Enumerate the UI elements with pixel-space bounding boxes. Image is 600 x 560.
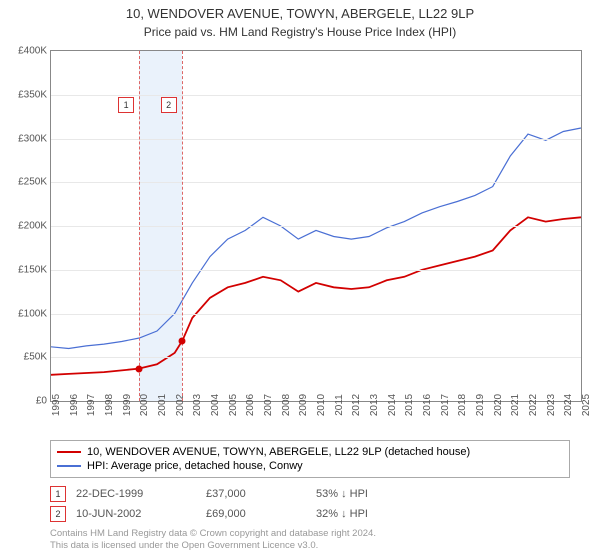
x-axis-label: 1999 [122,394,133,416]
x-axis-label: 2017 [440,394,451,416]
legend-label-hpi: HPI: Average price, detached house, Conw… [87,460,303,472]
gridline [51,182,581,183]
x-axis-label: 2006 [245,394,256,416]
sale-dot [179,337,186,344]
sales-table: 1 22-DEC-1999 £37,000 53% ↓ HPI 2 10-JUN… [50,484,570,524]
x-axis-label: 2016 [422,394,433,416]
sale-marker-on-chart: 2 [161,97,177,113]
x-axis-label: 2003 [192,394,203,416]
chart-subtitle: Price paid vs. HM Land Registry's House … [0,23,600,39]
x-axis-label: 1996 [69,394,80,416]
sale-vline [139,51,140,401]
x-axis-label: 1998 [104,394,115,416]
y-axis-label: £200K [18,221,47,232]
x-axis-label: 2010 [316,394,327,416]
x-axis-label: 2019 [475,394,486,416]
x-axis-label: 2007 [263,394,274,416]
sale-price: £69,000 [206,508,306,520]
x-axis-label: 2001 [157,394,168,416]
x-axis-label: 2021 [510,394,521,416]
sale-vline [182,51,183,401]
chart-title: 10, WENDOVER AVENUE, TOWYN, ABERGELE, LL… [0,0,600,23]
x-axis-label: 2009 [298,394,309,416]
x-axis-label: 2018 [457,394,468,416]
sales-row: 2 10-JUN-2002 £69,000 32% ↓ HPI [50,504,570,524]
footnote-line: This data is licensed under the Open Gov… [50,540,376,552]
x-axis-label: 2020 [493,394,504,416]
footnote-line: Contains HM Land Registry data © Crown c… [50,528,376,540]
y-axis-label: £0 [36,396,47,407]
legend-box: 10, WENDOVER AVENUE, TOWYN, ABERGELE, LL… [50,440,570,478]
sale-marker-2: 2 [50,506,66,522]
sale-dot [135,365,142,372]
legend-label-property: 10, WENDOVER AVENUE, TOWYN, ABERGELE, LL… [87,446,470,458]
series-line-hpi [51,128,581,349]
series-line-property [51,217,581,374]
sale-date: 22-DEC-1999 [76,488,196,500]
x-axis-label: 2012 [351,394,362,416]
y-axis-label: £300K [18,133,47,144]
gridline [51,270,581,271]
sale-marker-1: 1 [50,486,66,502]
x-axis-label: 2014 [387,394,398,416]
x-axis-label: 2000 [139,394,150,416]
gridline [51,139,581,140]
legend-row: HPI: Average price, detached house, Conw… [57,459,563,473]
gridline [51,314,581,315]
y-axis-label: £350K [18,89,47,100]
x-axis-label: 2015 [404,394,415,416]
x-axis-label: 2022 [528,394,539,416]
x-axis-label: 1997 [86,394,97,416]
sale-delta: 53% ↓ HPI [316,488,436,500]
sale-marker-on-chart: 1 [118,97,134,113]
y-axis-label: £400K [18,46,47,57]
legend-swatch-property [57,451,81,453]
x-axis-label: 2023 [546,394,557,416]
sale-date: 10-JUN-2002 [76,508,196,520]
legend-swatch-hpi [57,465,81,467]
y-axis-label: £100K [18,308,47,319]
sale-price: £37,000 [206,488,306,500]
x-axis-label: 2024 [563,394,574,416]
y-axis-label: £250K [18,177,47,188]
gridline [51,357,581,358]
x-axis-label: 2025 [581,394,592,416]
sale-delta: 32% ↓ HPI [316,508,436,520]
x-axis-label: 2008 [281,394,292,416]
x-axis-label: 2004 [210,394,221,416]
x-axis-label: 2011 [334,394,345,416]
y-axis-label: £50K [24,352,47,363]
gridline [51,226,581,227]
y-axis-label: £150K [18,264,47,275]
x-axis-label: 2005 [228,394,239,416]
x-axis-label: 1995 [51,394,62,416]
sales-row: 1 22-DEC-1999 £37,000 53% ↓ HPI [50,484,570,504]
legend-row: 10, WENDOVER AVENUE, TOWYN, ABERGELE, LL… [57,445,563,459]
chart-plot-area: £0£50K£100K£150K£200K£250K£300K£350K£400… [50,50,582,402]
footnote: Contains HM Land Registry data © Crown c… [50,528,376,553]
x-axis-label: 2002 [175,394,186,416]
x-axis-label: 2013 [369,394,380,416]
